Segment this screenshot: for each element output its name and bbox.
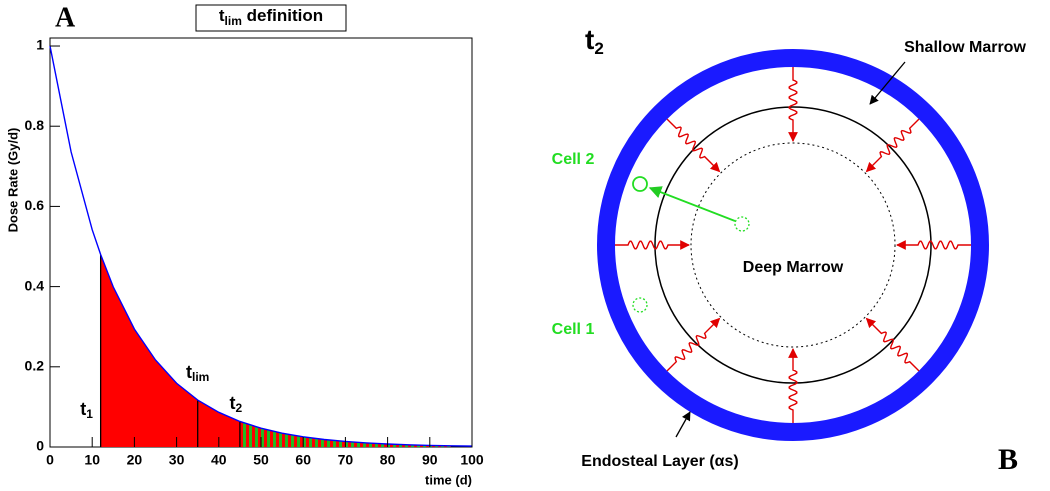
shallow-arrow (869, 61, 906, 105)
deep-label: Deep Marrow (743, 259, 844, 276)
title-sub: lim (225, 14, 242, 28)
curve (49, 45, 473, 447)
x-tick-label: 70 (338, 452, 354, 468)
shallow-label: Shallow Marrow (904, 39, 1026, 56)
marker-label: t1 (80, 399, 93, 421)
y-axis-label: Dose Rate (Gy/d) (5, 128, 20, 233)
shaded-region (100, 254, 240, 447)
marker-base: t (186, 362, 192, 382)
marker-base: t (80, 399, 86, 419)
x-tick-label: 90 (422, 452, 438, 468)
time-label: t2 (585, 24, 604, 58)
x-axis-label: time (d) (425, 472, 472, 487)
y-tick-label: 1 (36, 37, 44, 53)
marrow-boundary (654, 106, 932, 384)
marker-base: t (230, 393, 236, 413)
energy-arrow (865, 118, 920, 173)
y-tick-label: 0.6 (25, 197, 45, 213)
endosteal-ring (597, 49, 989, 441)
y-tick-label: 0.4 (25, 277, 45, 293)
y-tick-label: 0.8 (25, 117, 45, 133)
endosteal-arrow (675, 411, 691, 438)
x-tick-label: 50 (253, 452, 269, 468)
energy-arrow (615, 240, 690, 250)
y-tick-label: 0 (36, 438, 44, 454)
x-tick-label: 0 (46, 452, 54, 468)
energy-arrow (865, 317, 920, 372)
panel-letter: B (998, 443, 1018, 476)
energy-arrow (896, 240, 971, 250)
marker-sub: lim (192, 370, 209, 384)
title-rest: definition (242, 6, 323, 25)
energy-arrow (788, 67, 798, 142)
x-tick-label: 10 (84, 452, 100, 468)
endosteal-label: Endosteal Layer (αs) (581, 453, 738, 470)
chart-title: tlim definition (219, 6, 323, 28)
title-box (195, 4, 347, 32)
cell-move-arrow (648, 186, 736, 222)
marker-sub: 2 (236, 401, 243, 415)
y-tick-label: 0.2 (25, 358, 45, 374)
title-base: t (219, 6, 225, 25)
marker-label: tlim (186, 362, 209, 384)
x-tick-label: 80 (380, 452, 396, 468)
energy-arrow (788, 348, 798, 423)
panel-b: t2 Shallow Marrow Deep Marrow Cell 2 Cel… (552, 24, 1027, 476)
time-base: t (585, 24, 594, 55)
x-tick-label: 60 (295, 452, 311, 468)
x-tick-label: 30 (169, 452, 185, 468)
shaded-region (239, 421, 451, 447)
cell2-label: Cell 2 (552, 151, 595, 168)
x-tick-label: 40 (211, 452, 227, 468)
cell2-now (632, 176, 648, 192)
marker-sub: 1 (86, 407, 93, 421)
energy-arrow (666, 317, 721, 372)
time-sub: 2 (594, 39, 603, 58)
x-tick-label: 20 (127, 452, 143, 468)
panel-letter: A (55, 2, 76, 33)
x-tick-label: 100 (460, 452, 484, 468)
energy-arrow (666, 118, 721, 173)
cell2-before (734, 216, 750, 232)
deep-boundary (690, 142, 896, 348)
cell1 (632, 297, 648, 313)
cell1-label: Cell 1 (552, 321, 595, 338)
marker-label: t2 (230, 393, 243, 415)
panel-a: A tlim definition Dose Rate (Gy/d) time … (5, 2, 483, 487)
